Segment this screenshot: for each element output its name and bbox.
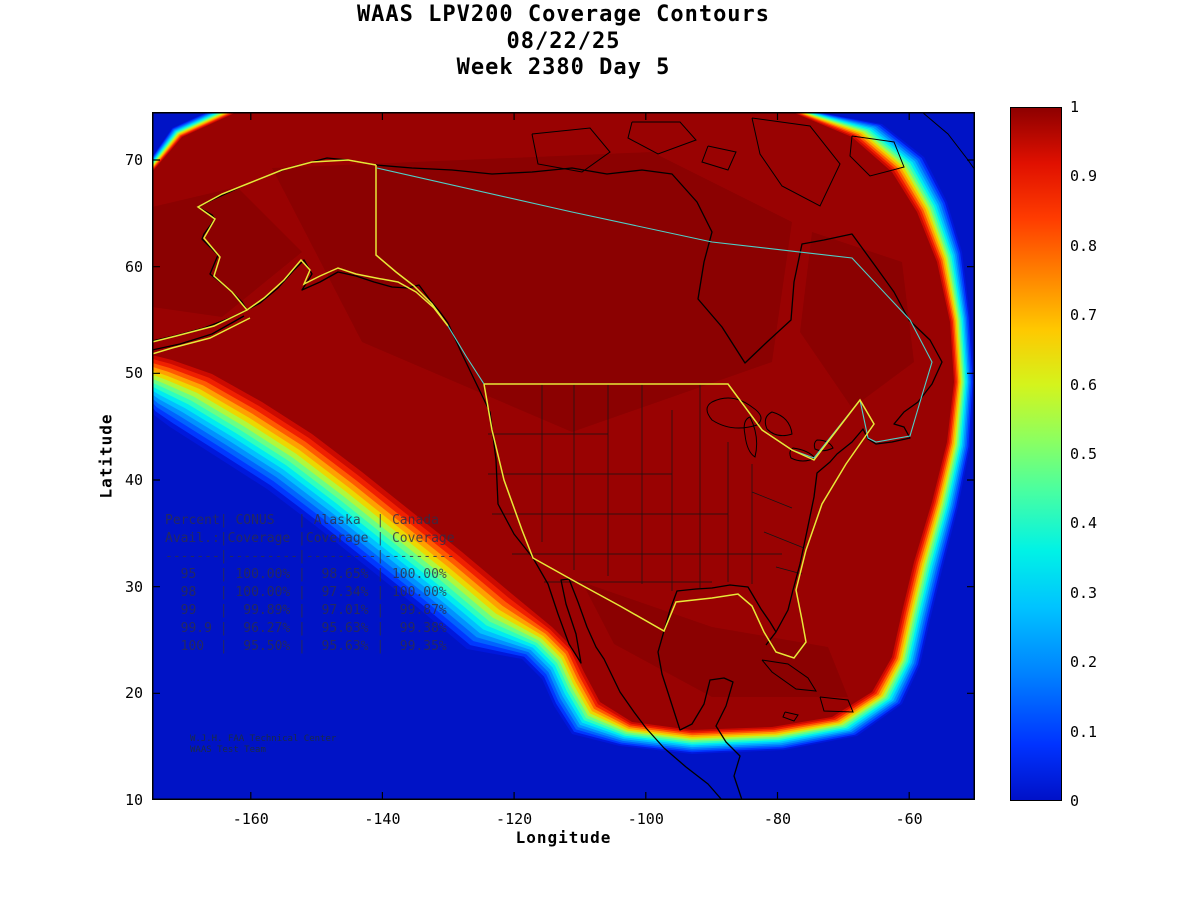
colorbar-tick-label: 0.6 (1070, 375, 1098, 394)
state-boundaries (488, 384, 805, 591)
plot-border (152, 112, 975, 800)
colorbar-tick-label: 0.1 (1070, 722, 1098, 741)
x-tick-label: -60 (895, 810, 923, 828)
y-tick-label: 20 (124, 684, 143, 703)
coverage-map-plot: Percent| CONUS | Alaska | Canada Avail.:… (152, 112, 975, 800)
x-tick-label: -140 (364, 810, 401, 828)
colorbar-tick-label: 0.7 (1070, 306, 1098, 325)
colorbar (1010, 107, 1062, 801)
colorbar-tick-label: 0 (1070, 792, 1080, 810)
y-tick-label: 60 (124, 257, 143, 276)
coverage-core (152, 112, 954, 730)
coverage-dark-patch (272, 152, 792, 432)
y-tick-label: 50 (124, 364, 143, 383)
coverage-contour-map (152, 112, 975, 800)
colorbar-tick-label: 1 (1070, 98, 1080, 116)
x-axis-label: Longitude (515, 828, 612, 847)
x-tick-label: -120 (496, 810, 533, 828)
colorbar-tick-label: 0.5 (1070, 445, 1098, 463)
alaska-service-boundary (152, 159, 449, 355)
y-tick-label: 30 (124, 577, 143, 596)
coverage-dark-patch (582, 582, 848, 697)
y-axis-label: Latitude (96, 413, 116, 499)
x-tick-label: -80 (763, 810, 792, 828)
conus-service-boundary (483, 383, 875, 659)
coverage-dark-patch (800, 232, 914, 408)
y-tick-label: 10 (124, 791, 143, 809)
axis-tick-marks (152, 112, 975, 800)
y-tick-label: 70 (124, 151, 143, 169)
colorbar-tick-label: 0.9 (1070, 167, 1098, 186)
coastline (152, 157, 943, 800)
great-lakes-outline (706, 397, 834, 462)
colorbar-tick-label: 0.3 (1070, 583, 1098, 602)
coverage-dark-patch (152, 187, 302, 317)
chart-title: WAAS LPV200 Coverage Contours (356, 2, 771, 27)
chart-title-block: WAAS LPV200 Coverage Contours 08/22/25 W… (152, 2, 975, 82)
colorbar-tick-label: 0.8 (1070, 236, 1098, 255)
y-tick-label: 40 (124, 471, 143, 489)
chart-week-day: Week 2380 Day 5 (456, 55, 671, 80)
colorbar-tick-label: 0.2 (1070, 653, 1098, 672)
x-tick-label: -160 (232, 810, 269, 828)
colorbar-tick-label: 0.4 (1070, 514, 1098, 533)
islands-outline (531, 112, 975, 722)
x-tick-label: -100 (627, 810, 664, 828)
chart-date: 08/22/25 (506, 28, 621, 54)
